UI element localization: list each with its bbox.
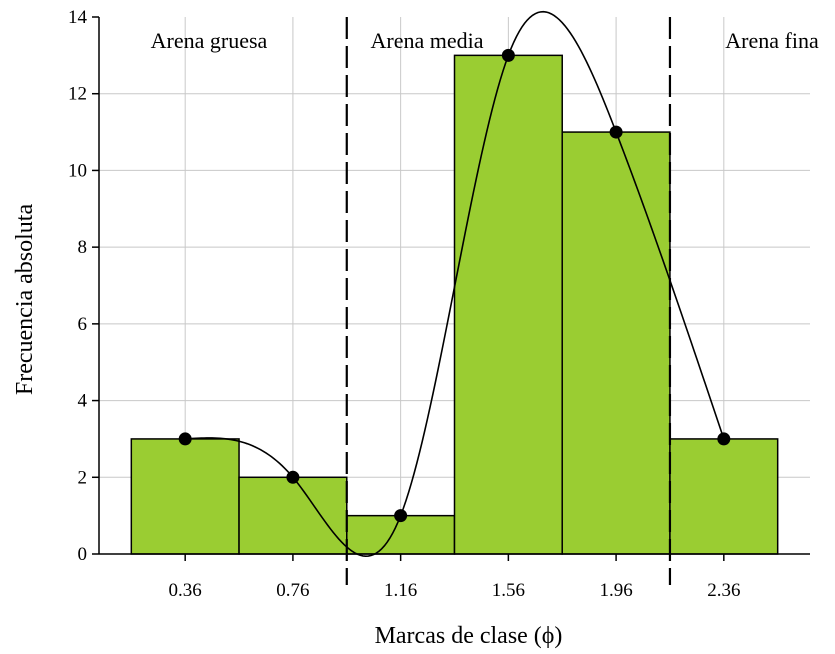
- y-axis-title: Frecuencia absoluta: [12, 204, 38, 396]
- x-tick-label: 0.76: [276, 580, 309, 601]
- region-label: Arena media: [371, 28, 484, 53]
- bar: [130, 438, 240, 555]
- region-labels: Arena gruesa Arena media Arena fina: [151, 28, 819, 53]
- data-point: [501, 48, 515, 62]
- x-tick-label: 1.16: [384, 580, 417, 601]
- x-tick-label: 1.96: [599, 580, 632, 601]
- data-points: [178, 48, 731, 523]
- region-label: Arena gruesa: [151, 28, 268, 53]
- data-point: [286, 470, 300, 484]
- bars: [130, 54, 779, 555]
- x-tick-labels: 0.36 0.76 1.16 1.56 1.96 2.36: [169, 580, 741, 601]
- x-tick-label: 2.36: [707, 580, 740, 601]
- region-dividers: [345, 17, 672, 585]
- x-tick-label: 0.36: [169, 580, 202, 601]
- data-point: [394, 509, 408, 523]
- y-tick-label: 12: [68, 84, 87, 105]
- y-tick-label: 0: [78, 544, 88, 565]
- y-tick-label: 2: [78, 467, 88, 488]
- bar: [453, 54, 563, 555]
- y-tick-label: 14: [68, 7, 88, 28]
- y-tick-labels: 0 2 4 6 8 10 12 14: [68, 7, 88, 565]
- bar: [561, 131, 671, 555]
- data-point: [178, 432, 192, 446]
- data-point: [609, 125, 623, 139]
- x-axis-title: Marcas de clase (ϕ): [375, 623, 563, 649]
- y-tick-label: 6: [78, 314, 88, 335]
- frequency-curve: [185, 10, 725, 558]
- bar: [669, 438, 779, 555]
- data-point: [717, 432, 731, 446]
- y-tick-label: 4: [78, 391, 88, 412]
- x-tick-label: 1.56: [492, 580, 525, 601]
- axes: [92, 16, 810, 561]
- region-label: Arena fina: [725, 28, 819, 53]
- y-tick-label: 10: [68, 160, 87, 181]
- bar: [238, 476, 348, 555]
- y-tick-label: 8: [78, 237, 88, 258]
